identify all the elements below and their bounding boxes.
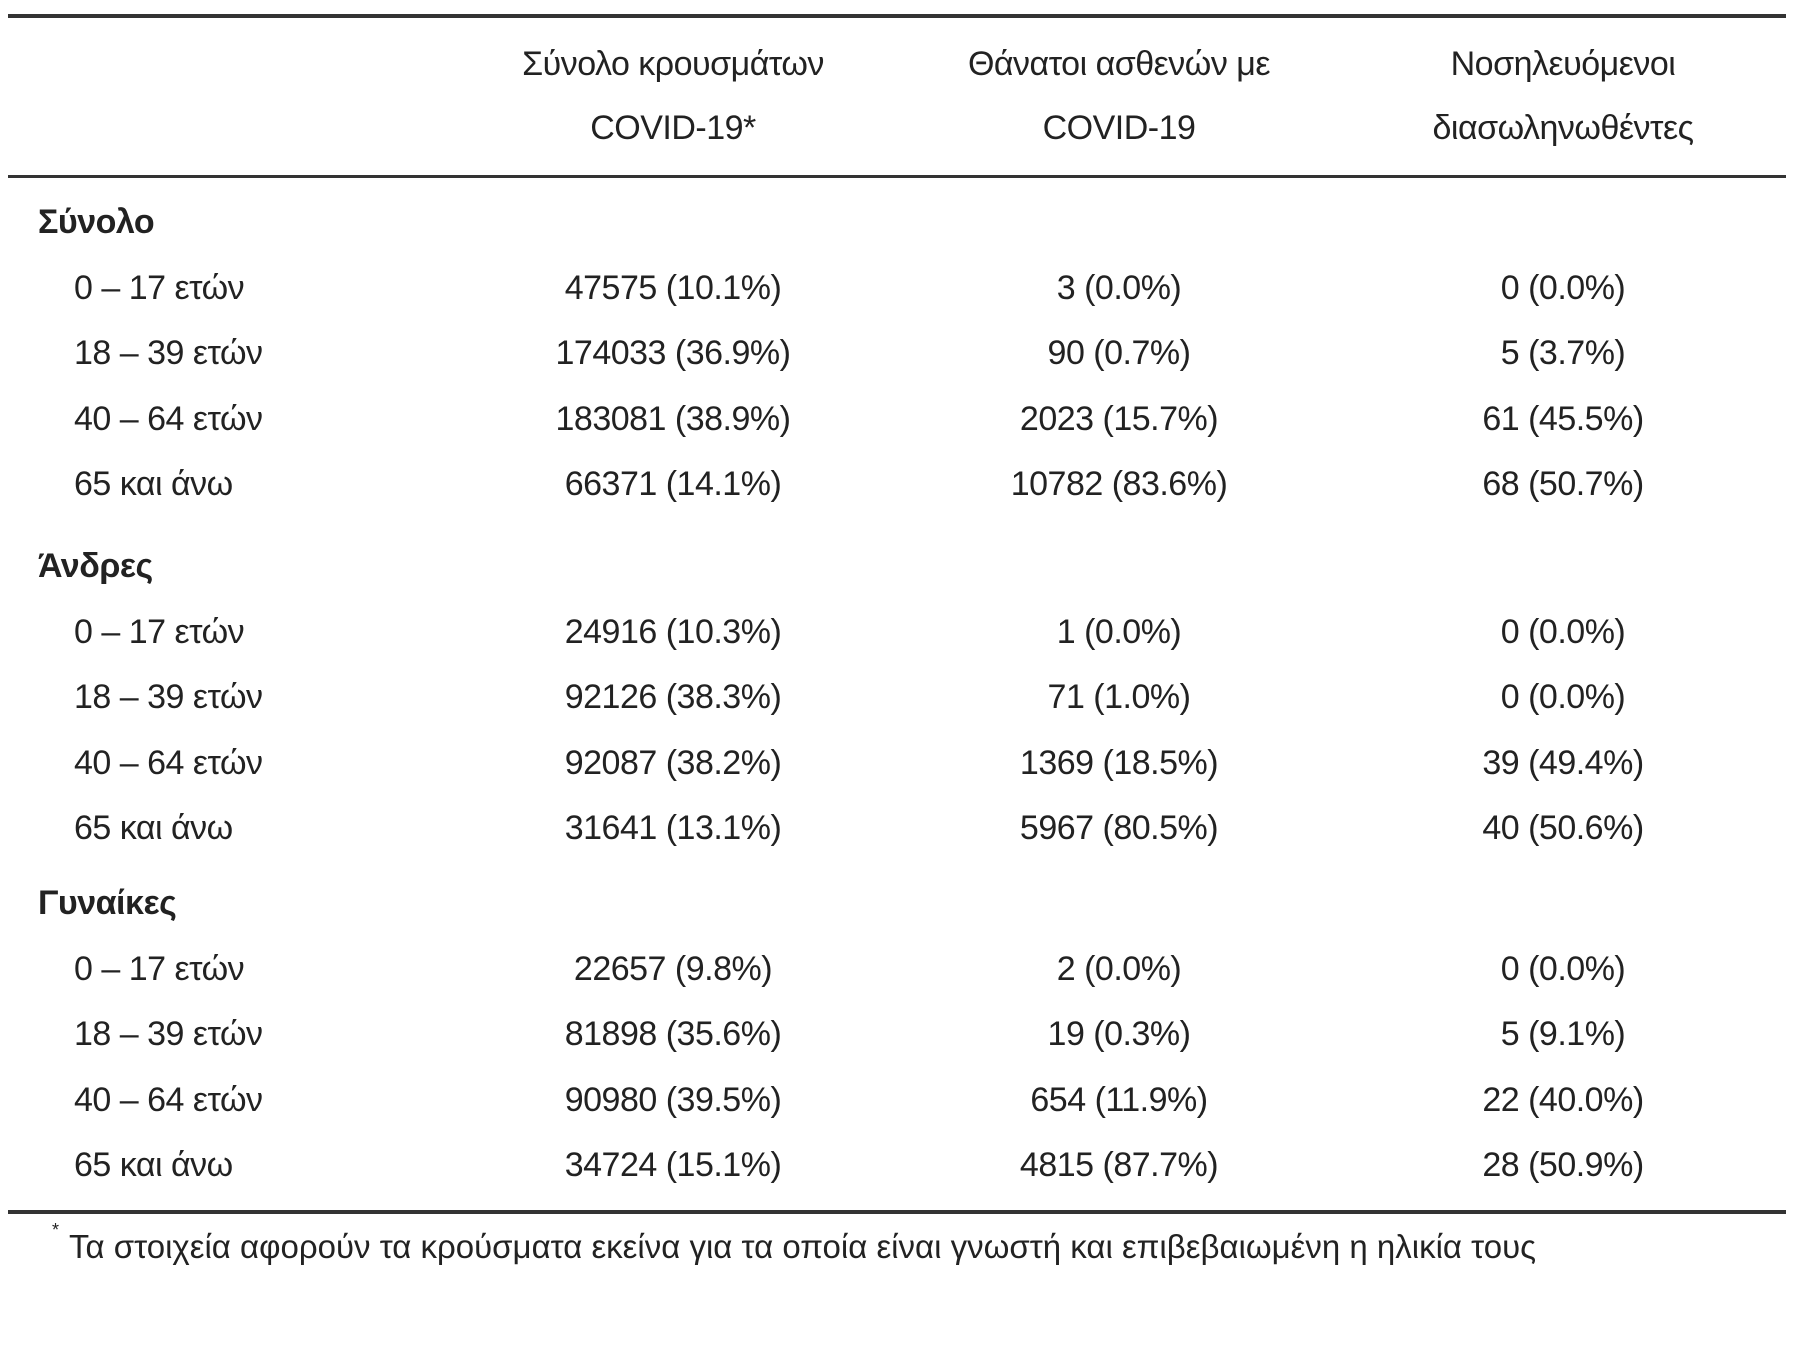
header-rule — [8, 175, 1786, 178]
column-header: Θάνατοι ασθενών με COVID-19 — [967, 45, 1271, 147]
group-title: Σύνολο — [38, 203, 155, 241]
cell: 28 (50.9%) — [1482, 1146, 1644, 1184]
cell: 66371 (14.1%) — [564, 465, 782, 503]
row-label: 18 – 39 ετών — [74, 334, 263, 372]
cell: 3 (0.0%) — [1056, 268, 1182, 307]
cell: 39 (49.4%) — [1482, 743, 1644, 782]
cell: 40 (50.6%) — [1482, 809, 1644, 847]
cell: 61 (45.5%) — [1482, 399, 1644, 438]
footnote: * Τα στοιχεία αφορούν τα κρούσματα εκείνα… — [52, 1220, 1537, 1266]
row-label: 0 – 17 ετών — [74, 268, 245, 307]
cell: 90980 (39.5%) — [564, 1080, 782, 1119]
cell: 34724 (15.1%) — [564, 1146, 782, 1184]
cell: 81898 (35.6%) — [564, 1015, 782, 1053]
cell: 5967 (80.5%) — [1019, 809, 1219, 847]
cell: 31641 (13.1%) — [564, 809, 782, 847]
cell: 68 (50.7%) — [1482, 465, 1644, 503]
row-label: 40 – 64 ετών — [74, 399, 263, 438]
cell: 1 (0.0%) — [1056, 612, 1182, 651]
cell: 183081 (38.9%) — [555, 399, 791, 438]
cell: 2023 (15.7%) — [1019, 399, 1219, 438]
cell: 174033 (36.9%) — [555, 334, 791, 372]
row-label: 18 – 39 ετών — [74, 1015, 263, 1053]
cell: 92087 (38.2%) — [564, 743, 782, 782]
cell: 0 (0.0%) — [1500, 949, 1626, 988]
cell: 1369 (18.5%) — [1019, 743, 1219, 782]
cell: 5 (3.7%) — [1500, 334, 1626, 372]
row-label: 0 – 17 ετών — [74, 612, 245, 651]
cell: 0 (0.0%) — [1500, 678, 1626, 716]
top-rule — [8, 14, 1786, 18]
row-label: 18 – 39 ετών — [74, 678, 263, 716]
cell: 2 (0.0%) — [1056, 949, 1182, 988]
footnote-text: Τα στοιχεία αφορούν τα κρούσματα εκείνα … — [69, 1228, 1537, 1265]
cell: 22657 (9.8%) — [573, 949, 773, 988]
cell: 19 (0.3%) — [1047, 1015, 1191, 1053]
cell: 0 (0.0%) — [1500, 612, 1626, 651]
cell: 22 (40.0%) — [1482, 1080, 1644, 1119]
row-label: 65 και άνω — [74, 809, 233, 847]
column-header: Σύνολο κρουσμάτων COVID-19* — [522, 45, 824, 147]
row-label: 0 – 17 ετών — [74, 949, 245, 988]
group-title: Γυναίκες — [38, 884, 177, 922]
footnote-marker: * — [52, 1220, 60, 1240]
row-label: 40 – 64 ετών — [74, 743, 263, 782]
bottom-rule — [8, 1210, 1786, 1214]
cell: 71 (1.0%) — [1047, 678, 1191, 716]
column-header: Νοσηλευόμενοι διασωληνωθέντες — [1432, 45, 1694, 147]
cell: 90 (0.7%) — [1047, 334, 1191, 372]
row-label: 65 και άνω — [74, 465, 233, 503]
cell: 10782 (83.6%) — [1010, 465, 1228, 503]
cell: 24916 (10.3%) — [564, 612, 782, 651]
cell: 5 (9.1%) — [1500, 1015, 1626, 1053]
cell: 0 (0.0%) — [1500, 268, 1626, 307]
cell: 4815 (87.7%) — [1019, 1146, 1219, 1184]
cell: 47575 (10.1%) — [564, 268, 782, 307]
row-label: 65 και άνω — [74, 1146, 233, 1184]
cell: 654 (11.9%) — [1030, 1080, 1208, 1119]
cell: 92126 (38.3%) — [564, 678, 782, 716]
row-label: 40 – 64 ετών — [74, 1080, 263, 1119]
group-title: Άνδρες — [38, 547, 153, 585]
